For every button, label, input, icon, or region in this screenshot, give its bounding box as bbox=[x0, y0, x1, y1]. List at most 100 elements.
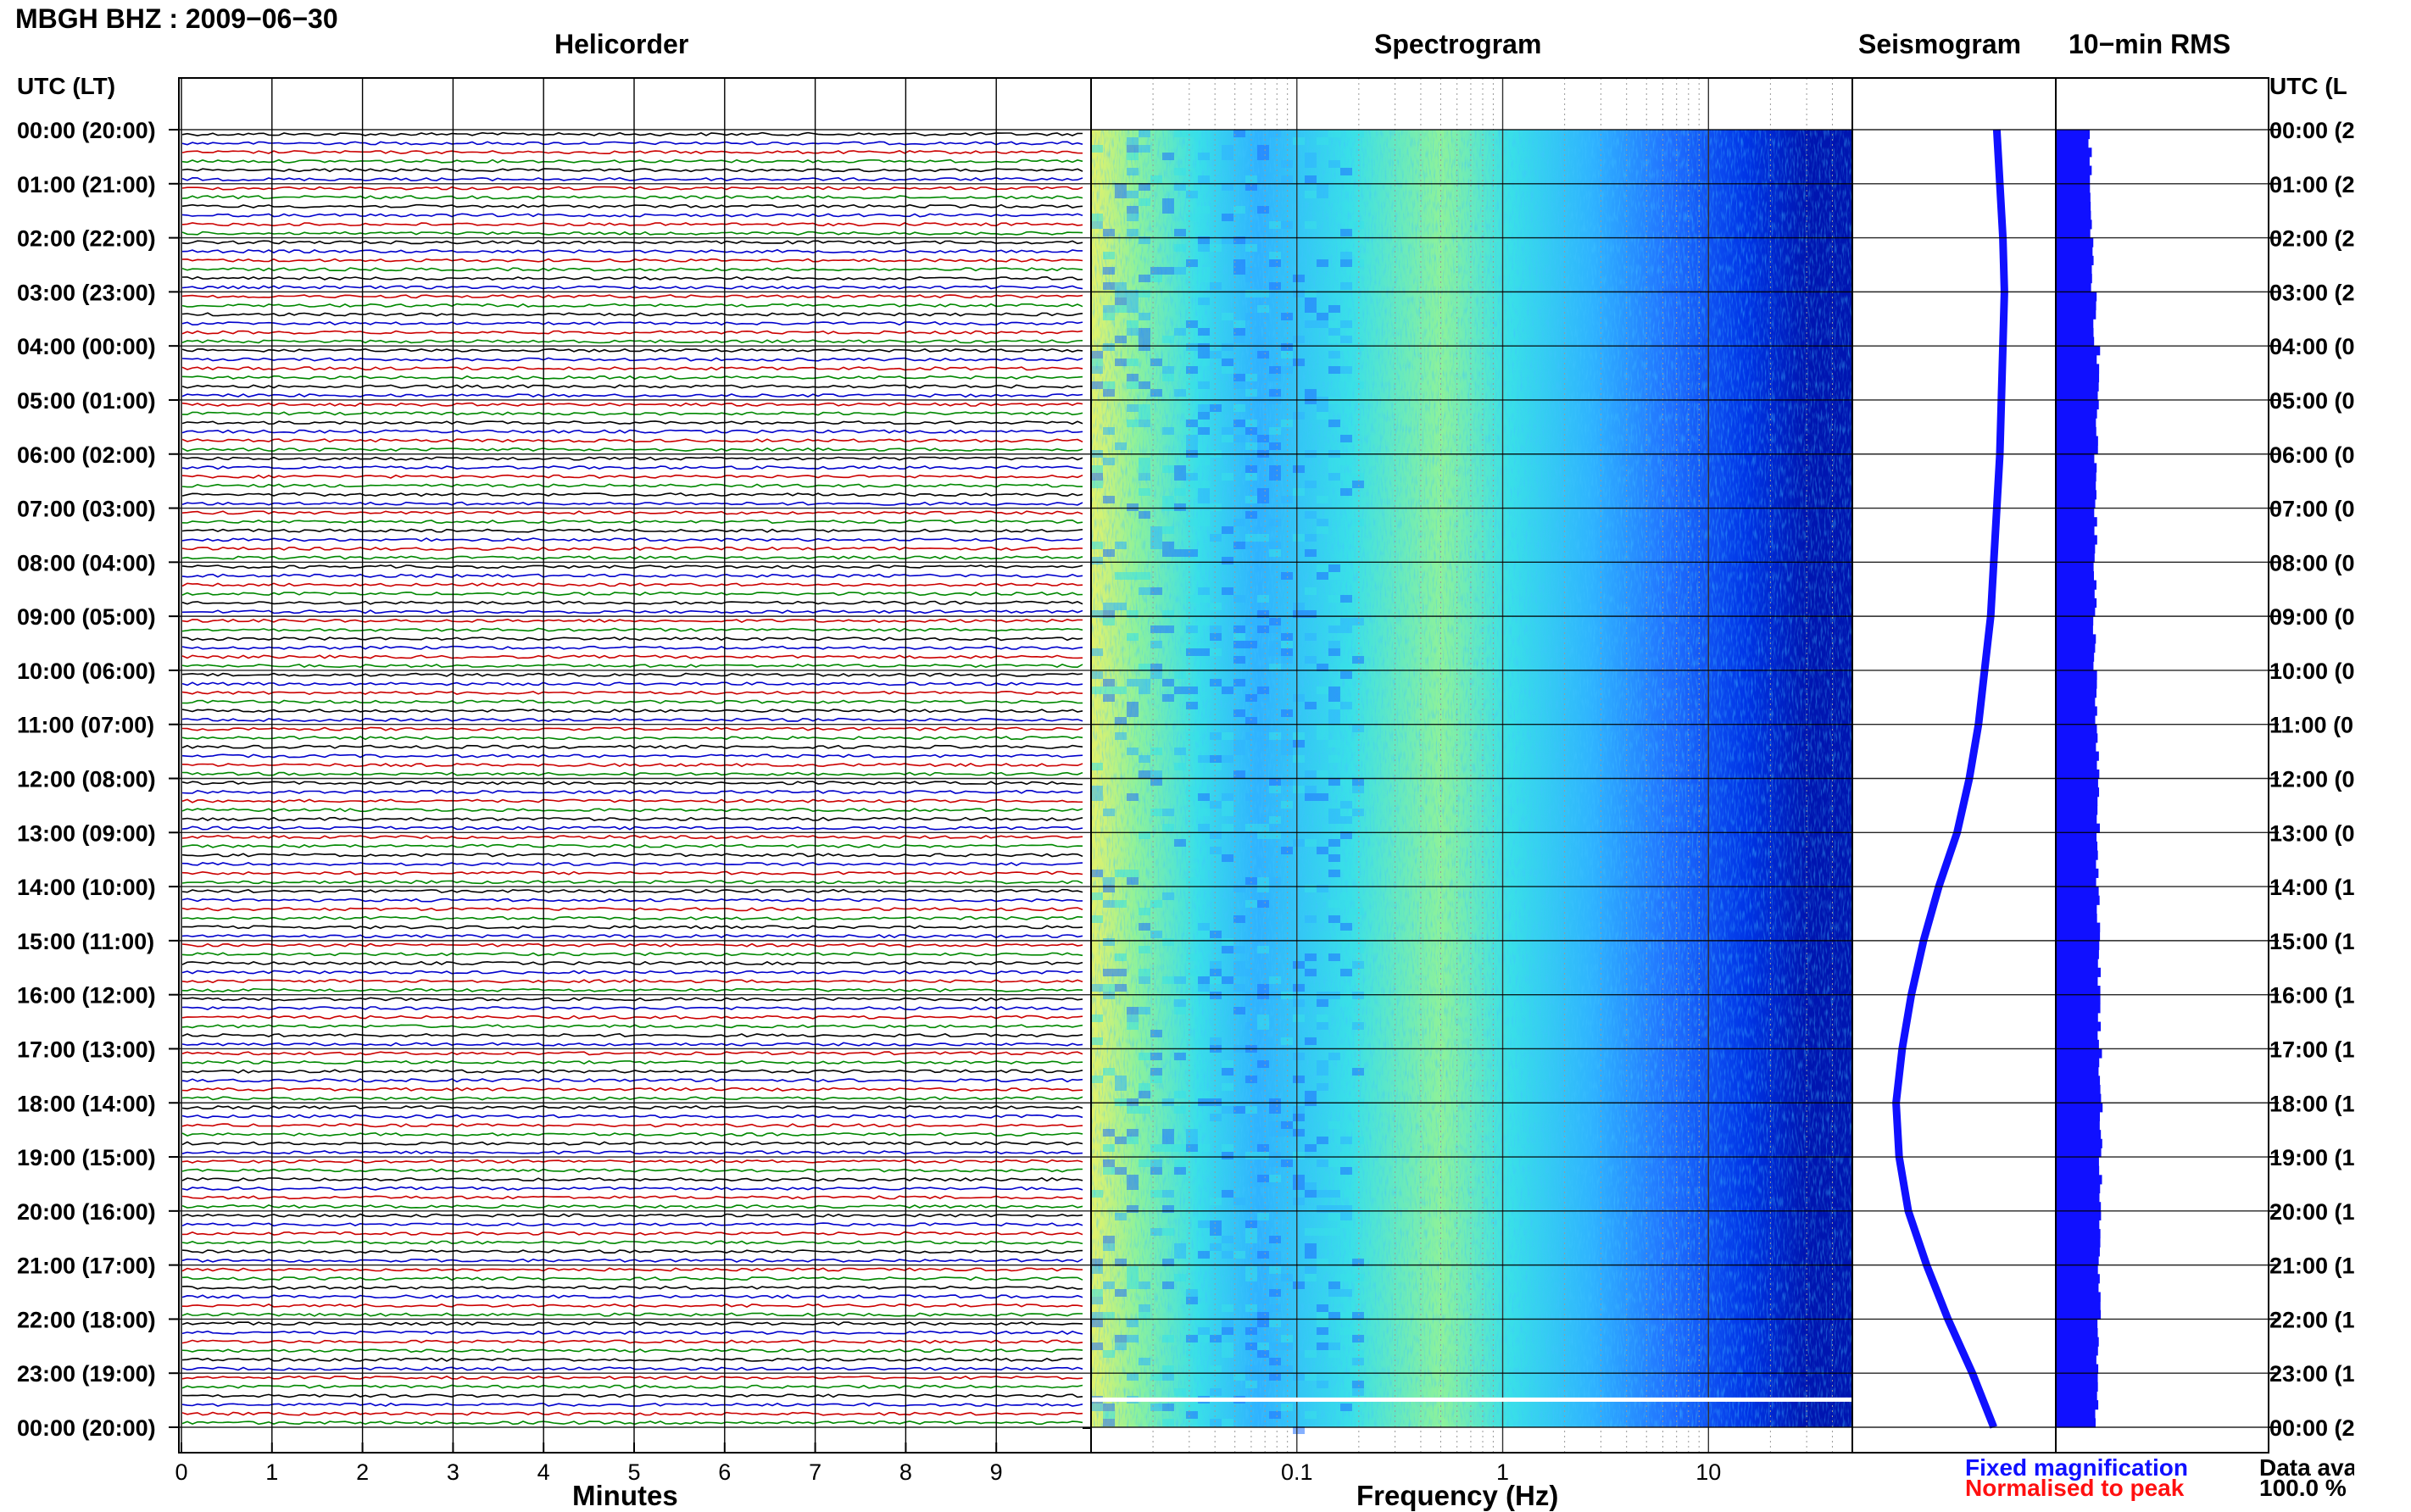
spectrogram-cell bbox=[1174, 1144, 1186, 1152]
spectrogram-cell bbox=[1257, 1014, 1269, 1022]
spectrogram-cell bbox=[1115, 1289, 1127, 1297]
rms-bar bbox=[2056, 580, 2096, 590]
spectrogram-cell bbox=[1198, 275, 1210, 282]
spectrogram-cell bbox=[1233, 1106, 1245, 1114]
rms-bar bbox=[2056, 292, 2097, 302]
helicorder-trace bbox=[181, 1150, 1083, 1155]
spectrogram-cell bbox=[1269, 374, 1281, 381]
spectrogram-cell bbox=[1210, 1228, 1222, 1236]
spectrogram-cell bbox=[1103, 252, 1115, 259]
spectrogram-cell bbox=[1245, 496, 1257, 503]
helicorder-trace bbox=[181, 1267, 1083, 1272]
spectrogram-cell bbox=[1174, 976, 1186, 984]
spectrogram-cell bbox=[1222, 435, 1233, 442]
spectrogram-cell bbox=[1115, 290, 1127, 297]
left-hour-label: 22:00 (18:00) bbox=[17, 1307, 156, 1332]
spectrogram-cell bbox=[1281, 740, 1293, 748]
helicorder-trace bbox=[181, 312, 1083, 317]
helicorder-trace bbox=[181, 1042, 1083, 1047]
spectrogram-cell bbox=[1222, 1342, 1233, 1350]
rms-bar bbox=[2056, 967, 2101, 977]
helicorder-trace bbox=[181, 267, 1083, 272]
rms-bar bbox=[2056, 832, 2097, 842]
spectrogram-cell bbox=[1127, 381, 1139, 389]
spectrogram-cell bbox=[1162, 1144, 1174, 1152]
spectrogram-cell bbox=[1328, 778, 1340, 786]
spectrogram-cell bbox=[1222, 976, 1233, 984]
spectrogram-cell bbox=[1233, 1007, 1245, 1014]
left-hour-label: 00:00 (20:00) bbox=[17, 118, 156, 143]
spectrogram-cell bbox=[1139, 488, 1150, 496]
helicorder-trace bbox=[181, 438, 1083, 443]
left-hour-label: 21:00 (17:00) bbox=[17, 1254, 156, 1279]
helicorder-trace bbox=[181, 213, 1083, 218]
spectrogram-cell bbox=[1340, 488, 1352, 496]
spectrogram-cell bbox=[1198, 1251, 1210, 1259]
spectrogram-cell bbox=[1162, 1404, 1174, 1411]
spectrogram-cell bbox=[1103, 1167, 1115, 1175]
left-hour-label: 15:00 (11:00) bbox=[17, 929, 154, 954]
spectrogram-cell bbox=[1328, 1228, 1340, 1236]
spectrogram-tick-label: 1 bbox=[1496, 1459, 1509, 1485]
spectrogram-cell bbox=[1352, 1137, 1364, 1144]
spectrogram-cell bbox=[1305, 1411, 1317, 1419]
rms-bar bbox=[2056, 841, 2098, 852]
rms-bar bbox=[2056, 255, 2094, 265]
spectrogram-cell bbox=[1257, 290, 1269, 297]
spectrogram-cell bbox=[1293, 1106, 1305, 1114]
spectrogram-cell bbox=[1233, 420, 1245, 427]
spectrogram-cell bbox=[1281, 1129, 1293, 1137]
helicorder-trace bbox=[181, 591, 1083, 597]
spectrogram-cell bbox=[1269, 1266, 1281, 1274]
left-hour-label: 14:00 (10:00) bbox=[17, 875, 156, 900]
rms-bar bbox=[2056, 1418, 2096, 1428]
spectrogram-cell bbox=[1103, 1350, 1115, 1358]
spectrogram-cell bbox=[1233, 679, 1245, 687]
left-hour-label: 00:00 (20:00) bbox=[17, 1415, 156, 1441]
spectrogram-cell bbox=[1317, 847, 1328, 854]
helicorder-tick-label: 3 bbox=[447, 1459, 459, 1485]
spectrogram-cell bbox=[1257, 488, 1269, 496]
right-hour-label: 09:00 (0 bbox=[2269, 604, 2355, 630]
spectrogram-cell bbox=[1162, 549, 1174, 557]
spectrogram-cell bbox=[1293, 1114, 1305, 1121]
spectrogram-cell bbox=[1257, 305, 1269, 313]
spectrogram-cell bbox=[1340, 336, 1352, 343]
helicorder-trace bbox=[181, 618, 1083, 623]
helicorder-trace bbox=[181, 816, 1083, 821]
spectrogram-cell bbox=[1162, 625, 1174, 633]
spectrogram-cell bbox=[1222, 473, 1233, 481]
spectrogram-cell bbox=[1091, 473, 1103, 481]
spectrogram-cell bbox=[1150, 770, 1162, 778]
spectrogram-cell bbox=[1305, 587, 1317, 595]
spectrogram-cell bbox=[1091, 1014, 1103, 1022]
spectrogram-cell bbox=[1340, 374, 1352, 381]
spectrogram-cell bbox=[1091, 214, 1103, 221]
spectrogram-cell bbox=[1233, 1251, 1245, 1259]
spectrogram-cell bbox=[1257, 831, 1269, 839]
spectrogram-cell bbox=[1257, 1152, 1269, 1159]
spectrogram-cell bbox=[1103, 343, 1115, 351]
spectrogram-cell bbox=[1139, 1106, 1150, 1114]
spectrogram-cell bbox=[1115, 305, 1127, 313]
spectrogram-cell bbox=[1257, 725, 1269, 732]
rms-bar bbox=[2056, 679, 2097, 689]
spectrogram-cell bbox=[1091, 351, 1103, 359]
spectrogram-cell bbox=[1222, 824, 1233, 831]
spectrogram-cell bbox=[1186, 1144, 1198, 1152]
spectrogram-cell bbox=[1340, 862, 1352, 870]
spectrogram-cell bbox=[1103, 1129, 1115, 1137]
spectrogram-cell bbox=[1222, 427, 1233, 435]
spectrogram-cell bbox=[1222, 1236, 1233, 1243]
spectrogram-cell bbox=[1150, 1167, 1162, 1175]
rms-bar bbox=[2056, 877, 2096, 887]
spectrogram-cell bbox=[1127, 1007, 1139, 1014]
spectrogram-cell bbox=[1340, 1404, 1352, 1411]
helicorder-trace bbox=[181, 1312, 1083, 1317]
spectrogram-cell bbox=[1328, 1342, 1340, 1350]
helicorder-trace bbox=[181, 600, 1083, 605]
spectrogram-cell bbox=[1281, 420, 1293, 427]
spectrogram-cell bbox=[1091, 359, 1103, 366]
spectrogram-cell bbox=[1127, 610, 1139, 618]
spectrogram-cell bbox=[1091, 786, 1103, 793]
